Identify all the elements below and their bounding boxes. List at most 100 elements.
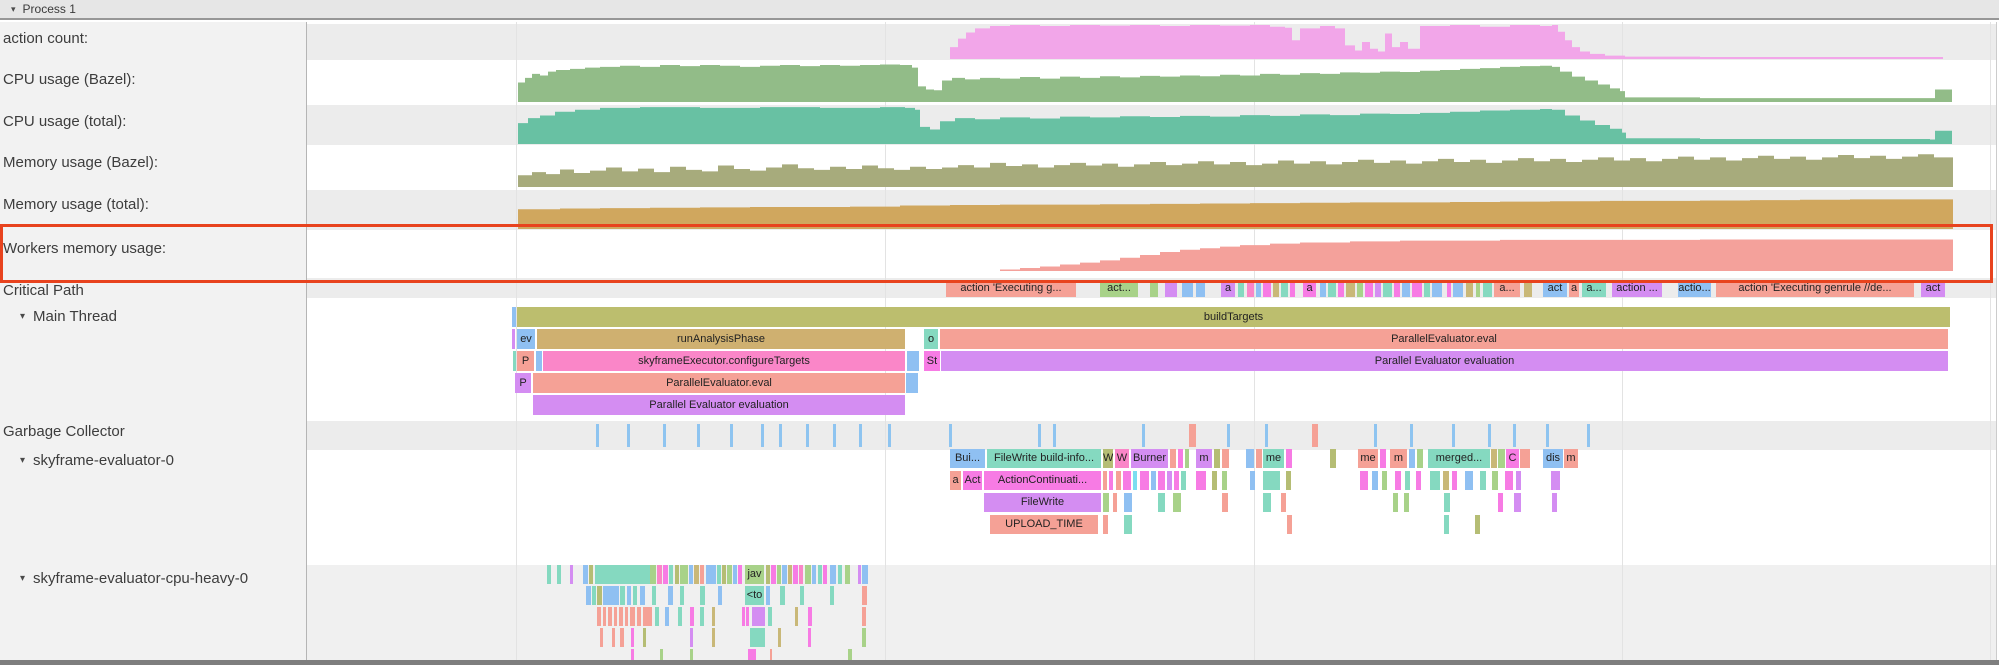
skyframe-evaluator-cpu-heavy-0-slice[interactable]: [712, 628, 715, 647]
skyframe-evaluator-cpu-heavy-0-slice[interactable]: [778, 628, 781, 647]
action-count-chart[interactable]: [307, 24, 1997, 60]
garbage-collector-slice[interactable]: [1587, 424, 1590, 447]
skyframe-evaluator-cpu-heavy-0-slice[interactable]: [805, 565, 811, 584]
critical-path-slice[interactable]: [1238, 280, 1244, 297]
skyframe-evaluator-0-slice[interactable]: [1443, 471, 1449, 490]
main-thread-slice[interactable]: skyframeExecutor.configureTargets: [543, 351, 905, 371]
process-header[interactable]: ▾ Process 1: [0, 0, 1999, 20]
skyframe-evaluator-cpu-heavy-0-slice[interactable]: [858, 565, 861, 584]
skyframe-evaluator-cpu-heavy-0-slice[interactable]: [800, 586, 804, 605]
skyframe-evaluator-cpu-heavy-0-slice[interactable]: [570, 565, 573, 584]
skyframe-evaluator-cpu-heavy-0-slice[interactable]: [660, 649, 663, 660]
skyframe-evaluator-0-slice[interactable]: [1185, 449, 1189, 468]
garbage-collector-slice[interactable]: [1452, 424, 1455, 447]
skyframe-evaluator-0-slice[interactable]: [1505, 471, 1513, 490]
skyframe-evaluator-cpu-heavy-0-slice[interactable]: [689, 565, 693, 584]
main-thread-slice[interactable]: ev: [517, 329, 535, 349]
skyframe-evaluator-cpu-heavy-0-slice[interactable]: [823, 565, 827, 584]
skyframe-evaluator-0-slice[interactable]: [1404, 493, 1409, 512]
critical-path-slice[interactable]: [1165, 280, 1177, 297]
skyframe-evaluator-cpu-heavy-0-slice[interactable]: [690, 649, 693, 660]
critical-path-slice[interactable]: [1338, 280, 1344, 297]
main-thread-slice[interactable]: Parallel Evaluator evaluation: [941, 351, 1948, 371]
skyframe-evaluator-0-slice[interactable]: [1173, 493, 1181, 512]
main-thread-slice[interactable]: [907, 351, 919, 371]
critical-path-slice[interactable]: [1357, 280, 1363, 297]
main-thread-slice[interactable]: St: [924, 351, 940, 371]
critical-path-slice[interactable]: [1290, 280, 1295, 297]
garbage-collector-slice[interactable]: [761, 424, 764, 447]
skyframe-evaluator-cpu-heavy-0-slice[interactable]: [752, 607, 765, 626]
skyframe-evaluator-cpu-heavy-0-slice[interactable]: [782, 565, 787, 584]
skyframe-evaluator-cpu-heavy-0-slice[interactable]: [657, 565, 662, 584]
skyframe-evaluator-cpu-heavy-0-slice[interactable]: [655, 607, 659, 626]
skyframe-evaluator-0-slice[interactable]: UPLOAD_TIME: [990, 515, 1098, 534]
skyframe-evaluator-cpu-heavy-0-slice[interactable]: [612, 628, 615, 647]
skyframe-evaluator-0-slice[interactable]: [1103, 515, 1108, 534]
skyframe-evaluator-cpu-heavy-0-slice[interactable]: [727, 565, 732, 584]
garbage-collector-slice[interactable]: [1265, 424, 1268, 447]
skyframe-evaluator-cpu-heavy-0-slice[interactable]: [793, 565, 798, 584]
skyframe-evaluator-cpu-heavy-0-slice[interactable]: [795, 607, 798, 626]
skyframe-evaluator-0-slice[interactable]: [1140, 471, 1149, 490]
skyframe-evaluator-0-slice[interactable]: me: [1358, 449, 1378, 468]
skyframe-evaluator-0-slice[interactable]: [1514, 493, 1521, 512]
critical-path-slice[interactable]: [1402, 280, 1410, 297]
skyframe-evaluator-0-slice[interactable]: [1395, 471, 1401, 490]
skyframe-evaluator-cpu-heavy-0-slice[interactable]: [799, 565, 803, 584]
skyframe-evaluator-cpu-heavy-0-slice[interactable]: [738, 565, 742, 584]
skyframe-evaluator-cpu-heavy-0-slice[interactable]: [766, 565, 770, 584]
skyframe-evaluator-cpu-heavy-0-slice[interactable]: [631, 649, 634, 660]
critical-path-slice[interactable]: act...: [1100, 280, 1138, 297]
skyframe-evaluator-0-slice[interactable]: [1551, 471, 1560, 490]
skyframe-evaluator-cpu-heavy-0-slice[interactable]: [557, 565, 561, 584]
skyframe-evaluator-cpu-heavy-0-slice[interactable]: [718, 586, 722, 605]
critical-path-slice[interactable]: a...: [1494, 280, 1520, 297]
skyframe-evaluator-0-slice[interactable]: [1103, 471, 1107, 490]
skyframe-evaluator-0-slice[interactable]: merged...: [1428, 449, 1490, 468]
skyframe-evaluator-0-slice[interactable]: [1287, 515, 1292, 534]
skyframe-evaluator-cpu-heavy-0-slice[interactable]: [595, 565, 650, 584]
skyframe-evaluator-0-slice[interactable]: [1475, 515, 1480, 534]
skyframe-evaluator-cpu-heavy-0-slice[interactable]: <to: [745, 586, 764, 605]
critical-path-slice[interactable]: [1365, 280, 1373, 297]
skyframe-evaluator-0-slice[interactable]: [1498, 449, 1505, 468]
skyframe-evaluator-cpu-heavy-0-slice[interactable]: [627, 586, 631, 605]
main-thread-slice[interactable]: Parallel Evaluator evaluation: [533, 395, 905, 415]
garbage-collector-slice[interactable]: [949, 424, 952, 447]
critical-path-slice[interactable]: action 'Executing g...: [946, 280, 1076, 297]
critical-path-slice[interactable]: [1524, 280, 1532, 297]
skyframe-evaluator-cpu-heavy-0-slice[interactable]: [830, 586, 834, 605]
skyframe-evaluator-0-slice[interactable]: [1250, 471, 1255, 490]
skyframe-evaluator-cpu-heavy-0-slice[interactable]: [700, 565, 704, 584]
skyframe-evaluator-cpu-heavy-0-slice[interactable]: [669, 565, 673, 584]
skyframe-evaluator-0-slice[interactable]: [1360, 471, 1368, 490]
skyframe-evaluator-0-slice[interactable]: [1417, 449, 1423, 468]
skyframe-evaluator-0-slice[interactable]: [1214, 449, 1220, 468]
skyframe-evaluator-0-slice[interactable]: ActionContinuati...: [984, 471, 1101, 490]
skyframe-evaluator-0-slice[interactable]: [1103, 493, 1109, 512]
skyframe-evaluator-cpu-heavy-0-slice[interactable]: [690, 628, 693, 647]
skyframe-evaluator-cpu-heavy-0-slice[interactable]: [625, 607, 628, 626]
label-skyframe-evaluator-cpu-heavy-0[interactable]: ▾ skyframe-evaluator-cpu-heavy-0: [20, 570, 248, 587]
skyframe-evaluator-cpu-heavy-0-slice[interactable]: [788, 565, 792, 584]
skyframe-evaluator-0-slice[interactable]: [1480, 471, 1486, 490]
critical-path-slice[interactable]: [1320, 280, 1326, 297]
skyframe-evaluator-cpu-heavy-0-slice[interactable]: [600, 628, 603, 647]
skyframe-evaluator-0-slice[interactable]: [1372, 471, 1378, 490]
skyframe-evaluator-0-slice[interactable]: [1109, 471, 1113, 490]
skyframe-evaluator-cpu-heavy-0-slice[interactable]: [862, 565, 868, 584]
skyframe-evaluator-cpu-heavy-0-slice[interactable]: [712, 607, 715, 626]
skyframe-evaluator-0-slice[interactable]: [1113, 493, 1117, 512]
critical-path-slice[interactable]: [1273, 280, 1279, 297]
skyframe-evaluator-0-slice[interactable]: dis: [1543, 449, 1563, 468]
critical-path-slice[interactable]: [1394, 280, 1400, 297]
main-thread-slice[interactable]: P: [515, 373, 531, 393]
skyframe-evaluator-0-slice[interactable]: [1465, 471, 1473, 490]
skyframe-evaluator-0-slice[interactable]: m: [1196, 449, 1212, 468]
critical-path-slice[interactable]: [1483, 280, 1492, 297]
garbage-collector-slice[interactable]: [1312, 424, 1318, 447]
critical-path-slice[interactable]: [1466, 280, 1473, 297]
workers-memory-usage-chart[interactable]: [307, 232, 1997, 272]
skyframe-evaluator-0-slice[interactable]: [1430, 471, 1440, 490]
